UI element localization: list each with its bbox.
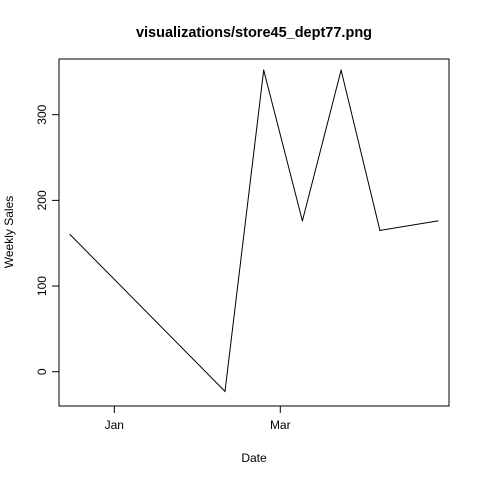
y-axis-label: Weekly Sales	[2, 196, 16, 268]
x-axis: Jan Mar	[105, 406, 291, 432]
chart-title: visualizations/store45_dept77.png	[136, 25, 372, 41]
data-point	[263, 69, 265, 71]
data-point	[379, 229, 381, 231]
y-tick-label: 200	[35, 190, 49, 210]
y-tick-label: 300	[35, 104, 49, 124]
x-axis-label: Date	[241, 451, 267, 465]
data-point	[301, 220, 304, 222]
data-point	[437, 220, 439, 222]
y-axis: 0 100 200 300	[35, 104, 60, 375]
data-point	[69, 234, 71, 236]
data-point	[340, 69, 342, 71]
series-layer	[69, 69, 439, 393]
data-point	[224, 390, 226, 393]
x-tick-label: Jan	[105, 418, 124, 432]
x-tick-label: Mar	[270, 418, 291, 432]
y-tick-label: 0	[35, 368, 49, 375]
y-tick-label: 100	[35, 276, 49, 296]
